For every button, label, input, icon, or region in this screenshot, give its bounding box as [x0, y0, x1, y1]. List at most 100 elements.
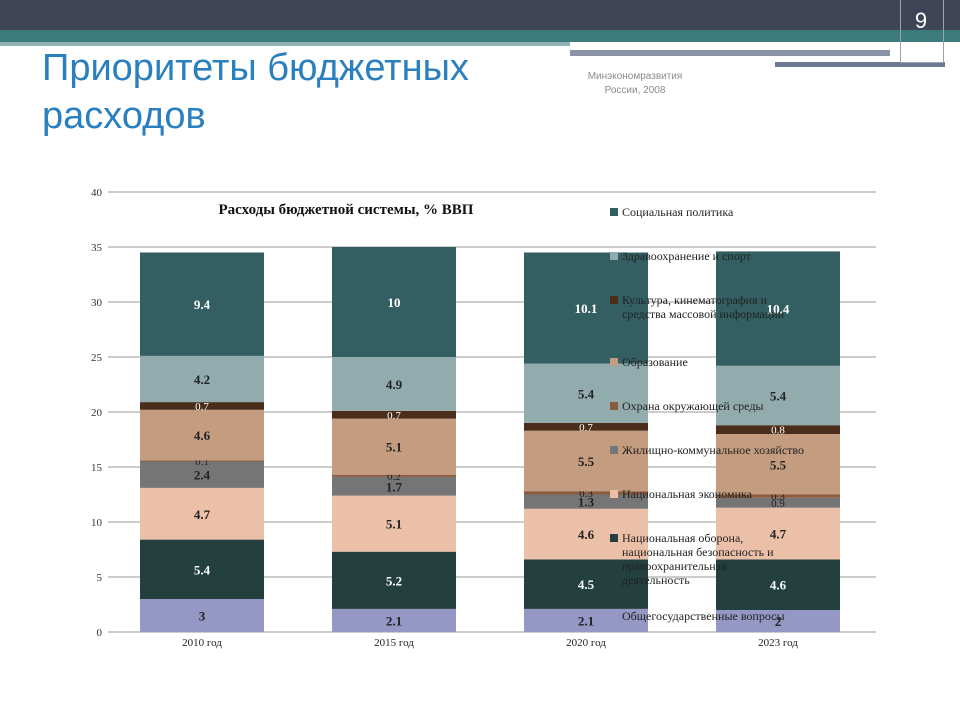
- bar-segment: [716, 497, 840, 508]
- data-label: 1.3: [578, 495, 595, 510]
- legend-swatch: [610, 208, 618, 216]
- data-label: 2.1: [578, 613, 594, 628]
- data-label: 1.7: [386, 479, 403, 494]
- x-tick-label: 2023 год: [758, 637, 798, 649]
- slide-title: Приоритеты бюджетных расходов: [42, 47, 469, 137]
- y-tick-label: 25: [91, 352, 103, 364]
- source-note: Минэкономразвития России, 2008: [560, 70, 710, 98]
- bar-segment: [716, 434, 840, 495]
- bar-segment: [332, 551, 456, 609]
- legend-label: Культура, кинематография и: [622, 293, 768, 307]
- legend-label: деятельность: [622, 573, 690, 587]
- data-label: 5.5: [770, 457, 787, 472]
- bar-segment: [716, 251, 840, 366]
- legend-label: Образование: [622, 355, 688, 369]
- data-label: 5.4: [578, 386, 595, 401]
- chart-title: Расходы бюджетной системы, % ВВП: [219, 202, 474, 218]
- y-tick-label: 10: [91, 517, 103, 529]
- legend-swatch: [610, 446, 618, 454]
- bar-segment: [140, 402, 264, 410]
- y-tick-label: 35: [91, 242, 103, 254]
- source-line-2: России, 2008: [604, 85, 666, 96]
- legend-label: средства массовой информации: [622, 307, 785, 321]
- legend-swatch: [610, 358, 618, 366]
- bar-segment: [716, 559, 840, 610]
- legend-label: национальная безопасность и: [622, 545, 774, 559]
- y-tick-label: 20: [91, 407, 103, 419]
- legend-label: Национальная оборона,: [622, 531, 743, 545]
- data-label: 10: [388, 295, 401, 310]
- data-label: 4.6: [578, 527, 595, 542]
- bar-segment: [716, 610, 840, 632]
- legend-label: Жилищно-коммунальное хозяйство: [622, 443, 804, 457]
- y-tick-label: 40: [91, 187, 103, 199]
- bar-segment: [524, 363, 648, 423]
- bar-segment: [716, 365, 840, 426]
- bar-segment: [140, 460, 264, 462]
- bar-segment: [140, 487, 264, 540]
- bar-segment: [140, 409, 264, 461]
- legend-label: Здравоохранение и спорт: [622, 249, 752, 263]
- bar-segment: [140, 599, 264, 632]
- legend-label: правоохранительная: [622, 559, 727, 573]
- data-label: 5.1: [386, 440, 402, 455]
- data-label: 0.7: [195, 401, 209, 413]
- data-label: 2.4: [194, 468, 211, 483]
- bar-segment: [332, 474, 456, 477]
- bar-segment: [332, 418, 456, 475]
- bar-segment: [524, 494, 648, 509]
- data-label: 5.4: [194, 562, 211, 577]
- data-label: 5.1: [386, 517, 402, 532]
- bar-segment: [524, 423, 648, 431]
- data-label: 0.8: [771, 425, 785, 437]
- page-number: 9: [914, 8, 928, 33]
- bar-segment: [524, 252, 648, 364]
- bar-segment: [524, 508, 648, 560]
- y-tick-label: 0: [97, 627, 103, 639]
- data-label: 4.7: [194, 507, 211, 522]
- legend-label: Общегосударственные вопросы: [622, 609, 785, 623]
- data-label: 4.5: [578, 577, 595, 592]
- data-label: 4.2: [194, 372, 210, 387]
- page-number-frame: [900, 0, 944, 63]
- bar-segment: [716, 507, 840, 560]
- bar-segment: [524, 491, 648, 495]
- bar-segment: [140, 355, 264, 403]
- data-label: 4.9: [386, 377, 403, 392]
- data-label: 4.7: [770, 527, 787, 542]
- legend-swatch: [610, 252, 618, 260]
- bar-segment: [332, 247, 456, 357]
- source-line-1: Минэкономразвития: [587, 71, 683, 82]
- decor-stripe: [570, 50, 890, 56]
- bar-segment: [716, 494, 840, 498]
- bar-segment: [332, 608, 456, 632]
- y-tick-label: 5: [97, 572, 103, 584]
- bar-segment: [332, 410, 456, 419]
- legend-swatch: [610, 612, 618, 620]
- top-bar: [0, 0, 960, 30]
- legend-swatch: [610, 534, 618, 542]
- data-label: 2.1: [386, 613, 402, 628]
- data-label: 10.4: [767, 302, 790, 317]
- legend-label: Социальная политика: [622, 205, 734, 219]
- y-tick-label: 15: [91, 462, 103, 474]
- data-label: 9.4: [194, 297, 211, 312]
- decor-stripe: [0, 30, 960, 42]
- bar-segment: [716, 425, 840, 434]
- bar-segment: [332, 476, 456, 496]
- bar-segment: [332, 357, 456, 411]
- data-label: 0.7: [579, 422, 593, 434]
- bar-segment: [140, 461, 264, 488]
- legend-label: Национальная экономика: [622, 487, 753, 501]
- legend-label: Охрана окружающей среды: [622, 399, 764, 413]
- x-tick-label: 2015 год: [374, 637, 414, 649]
- x-tick-label: 2020 год: [566, 637, 606, 649]
- data-label: 5.5: [578, 454, 595, 469]
- bar-segment: [332, 495, 456, 552]
- decor-stripe: [0, 42, 570, 46]
- bar-segment: [140, 252, 264, 356]
- data-label: 5.4: [770, 389, 787, 404]
- data-label: 3: [199, 609, 206, 624]
- bar-segment: [524, 430, 648, 492]
